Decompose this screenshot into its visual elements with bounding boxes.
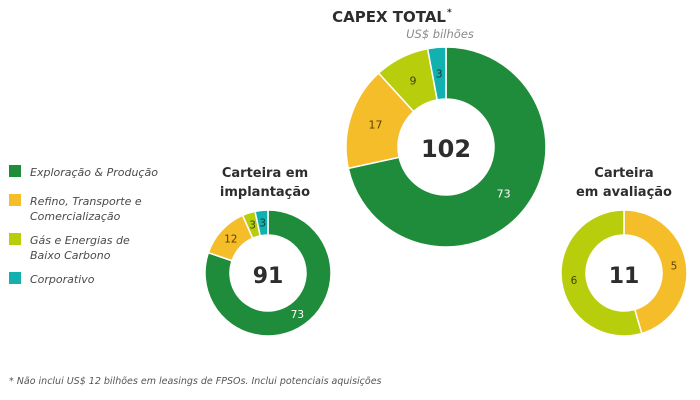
legend-swatch-exploracao (9, 165, 21, 177)
slice-label-gas: 3 (249, 220, 256, 232)
slice-corporativo (254, 209, 269, 237)
legend-swatch-gas (9, 233, 21, 245)
capex-total-title: CAPEX TOTAL (332, 8, 446, 26)
legend-item-corporativo: Corporativo (9, 272, 95, 286)
slice-exploracao (204, 209, 332, 337)
legend-label-refino-line1: Refino, Transporte e (30, 195, 142, 208)
slice-label-gas: 9 (410, 75, 417, 88)
implantacao-title-line1: Carteira em (222, 166, 308, 181)
slice-label-refino: 12 (224, 234, 237, 246)
slice-gas (560, 209, 643, 337)
slice-refino (623, 209, 688, 335)
legend-item-gas: Gás e Energias de Baixo Carbono (9, 233, 130, 262)
legend: Exploração & Produção Refino, Transporte… (9, 165, 158, 286)
legend-label-refino-line2: Comercialização (30, 210, 121, 223)
donut-capex-total: 73 17 9 3 (345, 46, 547, 248)
implantacao-title-line2: implantação (220, 185, 310, 200)
avaliacao-title-line1: Carteira (594, 166, 653, 181)
legend-item-refino: Refino, Transporte e Comercialização (9, 194, 142, 223)
capex-total-title-mark: * (447, 8, 452, 18)
legend-label-exploracao: Exploração & Produção (30, 166, 158, 179)
legend-item-exploracao: Exploração & Produção (9, 165, 158, 179)
legend-swatch-refino (9, 194, 21, 206)
avaliacao-title-line2: em avaliação (576, 185, 672, 200)
legend-label-gas-line2: Baixo Carbono (30, 249, 111, 262)
slice-exploracao (347, 46, 547, 248)
donut-carteira-avaliacao: 56 (560, 209, 688, 337)
slice-corporativo (426, 46, 447, 101)
legend-label-gas-line1: Gás e Energias de (30, 234, 130, 247)
slice-label-corporativo: 3 (436, 67, 443, 80)
slice-label-refino: 17 (368, 119, 382, 132)
legend-label-corporativo: Corporativo (30, 273, 95, 286)
legend-swatch-corporativo (9, 272, 21, 284)
slice-label-refino: 5 (671, 261, 678, 273)
donut-carteira-implantacao: 73 12 3 3 (204, 209, 332, 337)
slice-label-exploracao: 73 (291, 309, 304, 321)
footnote: * Não inclui US$ 12 bilhões em leasings … (9, 376, 382, 387)
slice-label-corporativo: 3 (259, 218, 266, 230)
slice-label-gas: 6 (571, 275, 578, 287)
slice-label-exploracao: 73 (497, 187, 511, 200)
capex-total-center-value: 102 (421, 135, 471, 163)
capex-total-subtitle: US$ bilhões (406, 27, 474, 41)
avaliacao-center-value: 11 (609, 264, 640, 289)
implantacao-center-value: 91 (253, 264, 284, 289)
